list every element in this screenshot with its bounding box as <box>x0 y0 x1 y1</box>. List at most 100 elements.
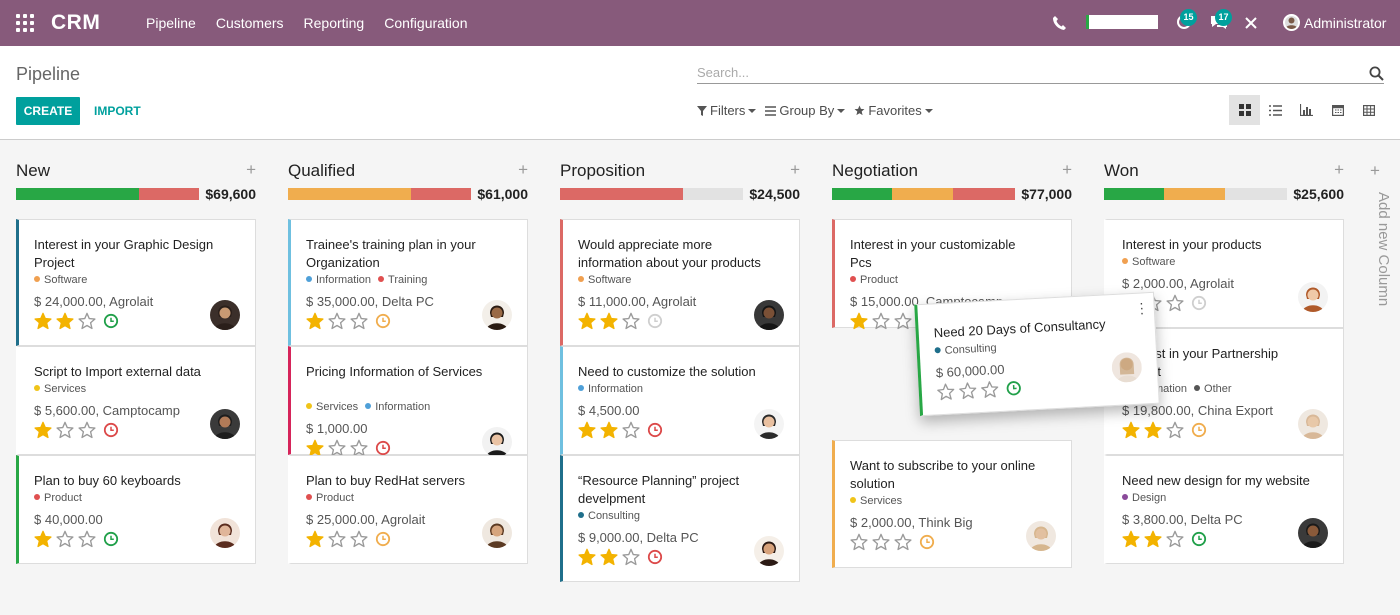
column-title[interactable]: Qualified <box>288 161 356 180</box>
star-filled-icon[interactable] <box>600 312 618 330</box>
list-view-button[interactable] <box>1260 95 1291 125</box>
column-title[interactable]: Won <box>1104 161 1139 180</box>
progress-segment[interactable] <box>138 188 199 200</box>
quick-create-plus-icon[interactable]: + <box>790 160 800 179</box>
activity-clock-icon[interactable] <box>1191 422 1207 438</box>
star-empty-icon[interactable] <box>622 548 640 566</box>
quick-create-plus-icon[interactable]: + <box>246 160 256 179</box>
kanban-card[interactable]: Plan to buy RedHat servers Product $ 25,… <box>288 455 528 564</box>
star-empty-icon[interactable] <box>328 530 346 548</box>
activity-clock-icon[interactable] <box>919 534 935 550</box>
star-empty-icon[interactable] <box>872 533 890 551</box>
activity-clock-icon[interactable] <box>1191 295 1207 311</box>
star-empty-icon[interactable] <box>1166 421 1184 439</box>
activity-clock-icon[interactable] <box>103 531 119 547</box>
kanban-card[interactable]: Trainee's training plan in your Organiza… <box>288 219 528 346</box>
star-empty-icon[interactable] <box>78 421 96 439</box>
star-filled-icon[interactable] <box>600 421 618 439</box>
menu-item-reporting[interactable]: Reporting <box>303 15 365 31</box>
star-filled-icon[interactable] <box>1122 421 1140 439</box>
search-input[interactable] <box>697 62 1337 80</box>
priority-stars[interactable] <box>34 530 123 548</box>
star-filled-icon[interactable] <box>56 312 74 330</box>
priority-stars[interactable] <box>936 379 1026 402</box>
star-empty-icon[interactable] <box>328 312 346 330</box>
star-empty-icon[interactable] <box>980 380 999 399</box>
star-filled-icon[interactable] <box>850 312 868 330</box>
progress-segment[interactable] <box>892 188 953 200</box>
activity-clock-icon[interactable] <box>647 313 663 329</box>
progress-segment[interactable] <box>952 188 1015 200</box>
activity-clock-icon[interactable] <box>103 313 119 329</box>
import-button[interactable]: IMPORT <box>94 104 141 118</box>
activity-clock-icon[interactable] <box>1191 531 1207 547</box>
add-column-plus-icon[interactable]: + <box>1370 161 1380 180</box>
star-empty-icon[interactable] <box>850 533 868 551</box>
star-empty-icon[interactable] <box>78 530 96 548</box>
star-filled-icon[interactable] <box>34 312 52 330</box>
star-filled-icon[interactable] <box>306 312 324 330</box>
star-filled-icon[interactable] <box>578 312 596 330</box>
priority-stars[interactable] <box>34 312 123 330</box>
progress-segment[interactable] <box>16 188 139 200</box>
pivot-view-button[interactable] <box>1353 95 1384 125</box>
menu-item-customers[interactable]: Customers <box>215 15 284 31</box>
star-filled-icon[interactable] <box>1144 421 1162 439</box>
calendar-view-button[interactable] <box>1322 95 1353 125</box>
star-empty-icon[interactable] <box>1166 530 1184 548</box>
star-empty-icon[interactable] <box>894 312 912 330</box>
kanban-view-button[interactable] <box>1229 95 1260 125</box>
star-filled-icon[interactable] <box>306 530 324 548</box>
star-empty-icon[interactable] <box>958 381 977 400</box>
priority-stars[interactable] <box>306 530 395 548</box>
card-menu-icon[interactable]: ... <box>1138 291 1145 318</box>
column-title[interactable]: New <box>16 161 51 180</box>
menu-item-pipeline[interactable]: Pipeline <box>146 15 196 31</box>
favorites-dropdown[interactable]: Favorites <box>854 103 933 118</box>
kanban-card[interactable]: Script to Import external data Services … <box>16 346 256 455</box>
priority-stars[interactable] <box>306 439 395 457</box>
add-column-label[interactable]: Add new Column <box>1375 192 1392 307</box>
star-empty-icon[interactable] <box>1166 294 1184 312</box>
star-filled-icon[interactable] <box>578 421 596 439</box>
progress-segment[interactable] <box>1164 188 1225 200</box>
star-empty-icon[interactable] <box>936 382 955 401</box>
apps-grid-icon[interactable] <box>16 14 34 32</box>
priority-stars[interactable] <box>306 312 395 330</box>
filters-dropdown[interactable]: Filters <box>697 103 757 118</box>
kanban-card[interactable]: Need new design for my website Design $ … <box>1104 455 1344 564</box>
progress-segment[interactable] <box>560 188 683 200</box>
star-empty-icon[interactable] <box>622 312 640 330</box>
progress-segment[interactable] <box>410 188 471 200</box>
column-title[interactable]: Negotiation <box>832 161 919 180</box>
priority-stars[interactable] <box>1122 421 1211 439</box>
star-filled-icon[interactable] <box>600 548 618 566</box>
star-empty-icon[interactable] <box>872 312 890 330</box>
progress-segment[interactable] <box>1104 188 1165 200</box>
kanban-card[interactable]: Need to customize the solution Informati… <box>560 346 800 455</box>
activity-clock-icon[interactable] <box>375 531 391 547</box>
star-empty-icon[interactable] <box>350 439 368 457</box>
kanban-card[interactable]: Pricing Information of Services Services… <box>288 346 528 457</box>
priority-stars[interactable] <box>578 421 667 439</box>
activity-clock-icon[interactable] <box>1005 380 1022 397</box>
activity-clock-icon[interactable] <box>375 313 391 329</box>
star-empty-icon[interactable] <box>78 312 96 330</box>
activity-clock-icon[interactable] <box>375 440 391 456</box>
phone-icon[interactable] <box>1052 15 1066 31</box>
dragged-card[interactable]: ... Need 20 Days of Consultancy Consulti… <box>914 291 1160 417</box>
column-title[interactable]: Proposition <box>560 161 646 180</box>
priority-stars[interactable] <box>578 548 667 566</box>
priority-stars[interactable] <box>34 421 123 439</box>
star-empty-icon[interactable] <box>350 312 368 330</box>
menu-item-configuration[interactable]: Configuration <box>384 15 468 31</box>
activity-clock-icon[interactable] <box>647 422 663 438</box>
star-filled-icon[interactable] <box>1122 530 1140 548</box>
priority-stars[interactable] <box>1122 530 1211 548</box>
search-icon[interactable] <box>1369 66 1384 81</box>
star-filled-icon[interactable] <box>306 439 324 457</box>
star-empty-icon[interactable] <box>56 530 74 548</box>
user-menu[interactable]: Administrator <box>1304 15 1387 31</box>
activity-clock-icon[interactable] <box>647 549 663 565</box>
quick-create-plus-icon[interactable]: + <box>1062 160 1072 179</box>
